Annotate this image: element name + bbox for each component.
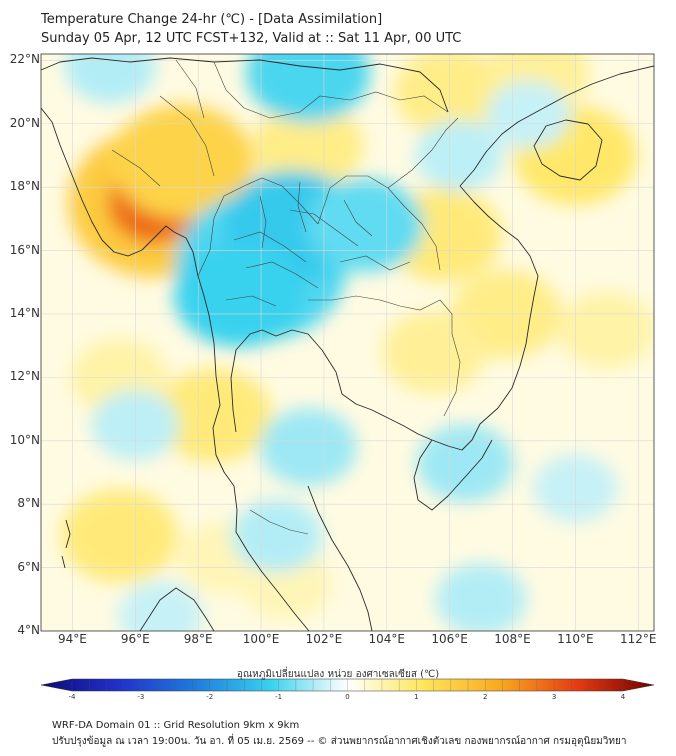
lon-label: 100°E xyxy=(242,632,280,646)
china-border xyxy=(213,61,449,119)
lat-label: 20°N xyxy=(9,115,40,130)
warm-south-china-sea xyxy=(558,290,654,369)
lat-label: 18°N xyxy=(9,179,40,194)
colorbar-tick-label: -3 xyxy=(137,693,145,701)
lon-label: 110°E xyxy=(557,632,594,646)
lon-label: 102°E xyxy=(305,632,343,646)
colorbar-ticks xyxy=(71,679,624,691)
cool-gulf-tonkin xyxy=(486,80,571,149)
colorbar-tick-label: 2 xyxy=(483,693,488,701)
cool-northwest-edge xyxy=(64,54,156,104)
lon-label: 104°E xyxy=(368,632,406,646)
sumatra-coast xyxy=(139,587,215,631)
myanmar-thailand-border xyxy=(197,177,319,277)
lat-label: 16°N xyxy=(9,242,40,257)
warm-tanintharyi xyxy=(155,368,273,463)
lat-label: 4°N xyxy=(17,623,40,637)
cool-upper-thailand-west xyxy=(174,242,305,347)
thailand-malaysia-border xyxy=(249,509,309,535)
footer-model-info: WRF-DA Domain 01 :: Grid Resolution 9km … xyxy=(52,720,300,731)
cambodia-vietnam-border xyxy=(443,333,461,417)
lon-label: 106°E xyxy=(431,632,468,646)
colorbar-tick-label: -1 xyxy=(275,693,283,701)
colorbar-title: อุณหภูมิเปลี่ยนแปลง หน่วย องศาเซลเซียส (… xyxy=(236,669,440,680)
lat-label: 8°N xyxy=(17,496,40,511)
cool-gulf xyxy=(259,408,357,487)
coastlines xyxy=(41,57,654,631)
warm-myanmar-central xyxy=(110,104,254,219)
lat-label: 12°N xyxy=(9,369,40,384)
map-frame xyxy=(40,53,655,632)
lat-label: 22°N xyxy=(9,52,40,67)
thailand-cambodia-border xyxy=(308,295,453,334)
laos-vietnam-border xyxy=(387,117,459,189)
warm-south-west xyxy=(61,489,179,583)
cool-vietnam-north xyxy=(415,120,503,191)
map-subtitle: Sunday 05 Apr, 12 UTC FCST+132, Valid at… xyxy=(41,31,462,46)
myanmar-interior xyxy=(111,59,215,187)
colorbar-tick-label: -2 xyxy=(206,693,214,701)
colorbar-tick-label: 3 xyxy=(551,693,557,701)
tonkin-gulf-coast xyxy=(459,65,654,187)
lon-label: 96°E xyxy=(120,632,150,646)
lat-label: 6°N xyxy=(17,559,40,574)
cool-north-edge xyxy=(246,54,370,123)
lat-label: 14°N xyxy=(9,305,40,320)
colorbar-tick-label: 0 xyxy=(345,693,350,701)
north-boundary-coast xyxy=(41,57,449,113)
lon-label: 98°E xyxy=(183,632,213,646)
lat-label: 10°N xyxy=(9,432,40,447)
colorbar-tick-label: -4 xyxy=(68,693,76,701)
cool-mekong-delta xyxy=(416,423,515,502)
hainan-coast xyxy=(533,119,603,181)
footer-update-info: ปรับปรุงข้อมูล ณ เวลา 19:00น. วัน อา. ที… xyxy=(52,736,627,747)
lon-label: 108°E xyxy=(494,632,531,646)
lon-label: 112°E xyxy=(620,632,657,646)
warm-cambodia-east xyxy=(381,310,486,394)
mekong-delta-coast xyxy=(413,439,493,511)
bay-of-bengal-coast xyxy=(41,107,310,631)
cool-borneo-west xyxy=(435,562,527,631)
temperature-field xyxy=(61,54,654,631)
cool-south-central xyxy=(231,499,323,573)
graticule xyxy=(41,54,654,631)
andaman-islands xyxy=(61,519,71,569)
colorbar-tick-label: 1 xyxy=(414,693,419,701)
cool-isan-north xyxy=(306,178,424,272)
country-borders xyxy=(111,59,461,535)
map-title: Temperature Change 24-hr (℃) - [Data Ass… xyxy=(41,12,383,27)
thailand-interior-provinces xyxy=(225,181,411,307)
colorbar-tick-label: 4 xyxy=(620,693,626,701)
malay-east-coast xyxy=(307,485,373,631)
cool-andaman-south xyxy=(118,581,203,631)
lon-label: 94°E xyxy=(57,632,87,646)
